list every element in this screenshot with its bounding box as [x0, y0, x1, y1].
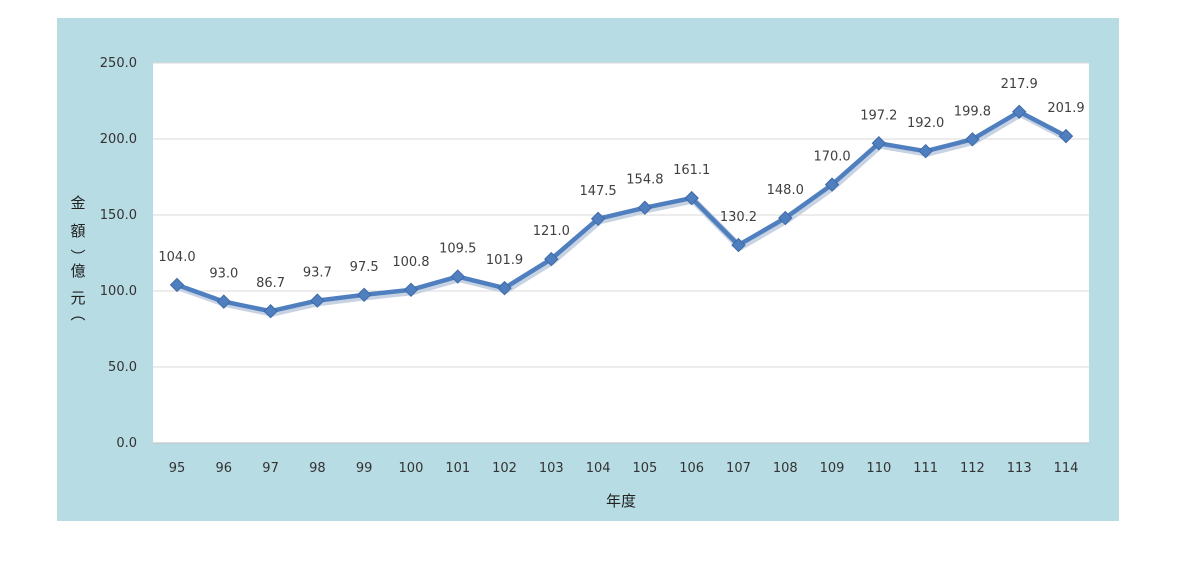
y-tick-label: 250.0 [100, 56, 137, 71]
y-tick-label: 50.0 [108, 360, 137, 375]
data-point-marker [497, 280, 512, 296]
plot-area [153, 63, 1089, 443]
data-label: 109.5 [439, 242, 476, 257]
data-label: 148.0 [767, 183, 804, 198]
data-label: 121.0 [533, 224, 570, 239]
series-line [176, 109, 1068, 314]
x-tick-label: 98 [309, 461, 326, 476]
y-axis-title-char: ︵ [70, 305, 85, 323]
data-point-marker [871, 136, 887, 151]
y-axis-title: 金額 ︶億元︵ [70, 194, 85, 323]
x-tick-label: 109 [820, 461, 845, 476]
data-point-marker [1012, 104, 1027, 119]
y-tick-label: 150.0 [100, 208, 137, 223]
x-tick-label: 102 [492, 461, 517, 476]
data-point-marker [450, 269, 465, 284]
data-point-marker [965, 132, 980, 147]
data-point-marker [544, 251, 559, 267]
data-label: 201.9 [1047, 101, 1084, 116]
y-tick-label: 200.0 [100, 132, 137, 147]
data-label: 97.5 [350, 260, 379, 275]
y-tick-label: 0.0 [116, 436, 137, 451]
y-axis-title-char: 億 [70, 262, 85, 280]
data-label: 104.0 [158, 250, 195, 265]
data-label: 217.9 [1001, 77, 1038, 92]
data-point-marker [403, 282, 419, 297]
data-point-marker [590, 211, 606, 227]
data-point-marker [216, 294, 231, 309]
data-point-marker [684, 190, 699, 206]
y-axis-title-char: 額 [70, 222, 85, 240]
x-tick-label: 103 [539, 461, 564, 476]
data-label: 101.9 [486, 253, 523, 268]
data-label: 161.1 [673, 163, 710, 178]
x-axis-title: 年度 [606, 492, 636, 510]
data-point-marker [356, 287, 372, 303]
x-tick-label: 105 [632, 461, 657, 476]
marker-layer [169, 104, 1074, 319]
data-point-marker [169, 277, 185, 293]
data-label: 192.0 [907, 116, 944, 131]
x-tick-label: 110 [866, 461, 891, 476]
data-point-marker [824, 177, 840, 192]
data-point-marker [637, 200, 653, 215]
x-tick-label: 114 [1054, 461, 1079, 476]
x-tick-label: 104 [586, 461, 611, 476]
data-point-marker [1058, 128, 1074, 144]
data-point-marker [778, 210, 793, 226]
data-label: 197.2 [860, 108, 897, 123]
data-point-marker [263, 304, 278, 319]
data-label: 147.5 [579, 184, 616, 199]
x-tick-label: 99 [356, 461, 373, 476]
y-tick-label: 100.0 [100, 284, 137, 299]
x-tick-label: 112 [960, 461, 985, 476]
x-tick-label: 97 [262, 461, 279, 476]
x-tick-label: 101 [445, 461, 470, 476]
y-axis-ticks: 0.0 50.0 100.0 150.0 200.0 250.0 [100, 56, 137, 451]
y-axis-title-char: ︶ [70, 248, 85, 266]
data-label: 93.0 [209, 267, 238, 282]
data-label: 170.0 [813, 150, 850, 165]
data-label: 130.2 [720, 210, 757, 225]
x-tick-label: 108 [773, 461, 798, 476]
x-tick-label: 113 [1007, 461, 1032, 476]
data-point-marker [731, 237, 746, 253]
x-tick-label: 100 [399, 461, 424, 476]
data-point-marker [310, 293, 325, 308]
x-tick-label: 95 [169, 461, 186, 476]
y-axis-title-char: 元 [70, 289, 85, 307]
data-label: 154.8 [626, 173, 663, 188]
data-label: 93.7 [303, 266, 332, 281]
x-axis-ticks: 95 96 97 98 99 100 101 102 103 104 105 106 107 108 109… [169, 461, 1079, 476]
y-axis-title-char: 金 [70, 194, 85, 212]
data-labels: 104.0 93.0 86.7 93.7 97.5 100.8 109.5 101.9 121.… [158, 77, 1084, 291]
data-point-marker [918, 143, 933, 159]
data-label: 86.7 [256, 276, 285, 291]
x-tick-label: 106 [679, 461, 704, 476]
data-label: 199.8 [954, 104, 991, 119]
x-tick-label: 96 [216, 461, 233, 476]
data-label: 100.8 [392, 255, 429, 270]
x-tick-label: 111 [913, 461, 938, 476]
x-tick-label: 107 [726, 461, 751, 476]
